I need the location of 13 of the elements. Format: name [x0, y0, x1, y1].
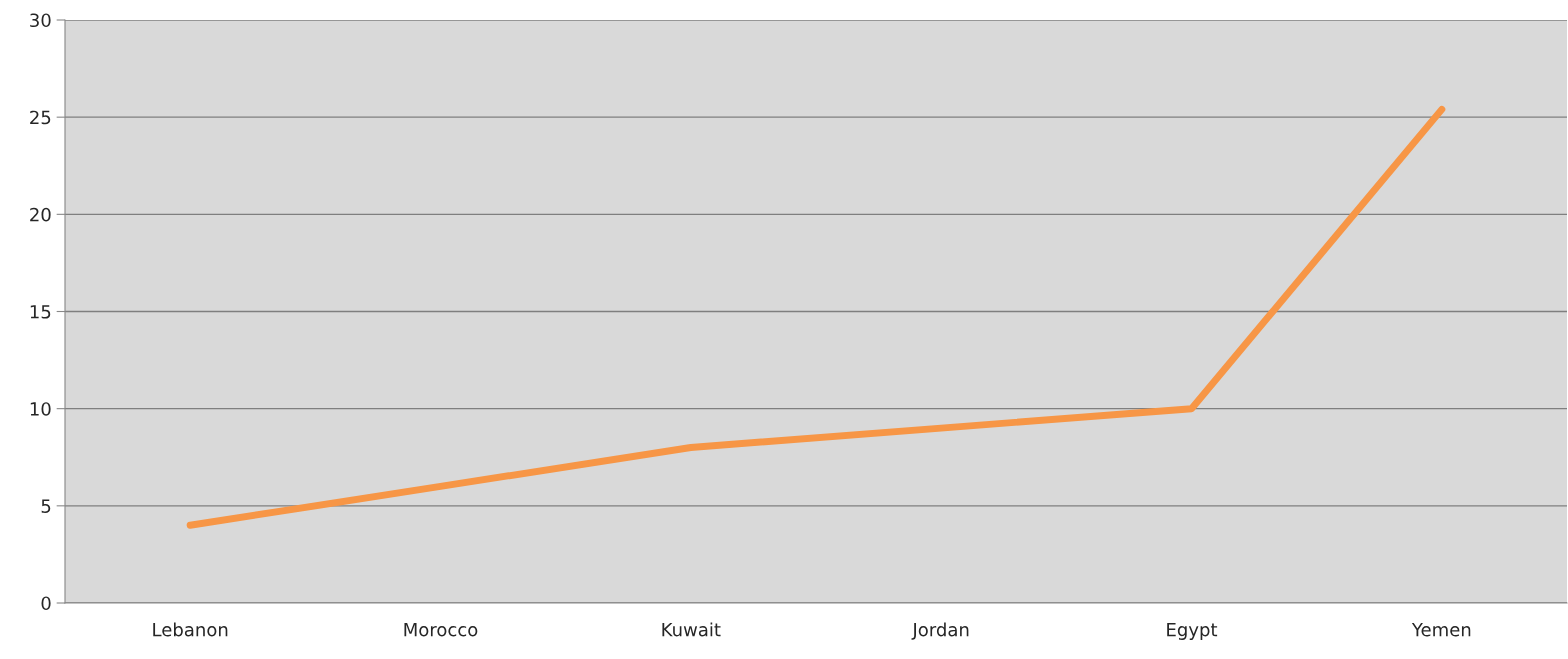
y-tick-label: 5 — [41, 499, 51, 513]
x-tick-label: Egypt — [1167, 623, 1218, 640]
x-tick-label: Yemen — [1411, 623, 1471, 637]
y-tick-label: 20 — [30, 207, 51, 222]
y-tick-label: 15 — [30, 305, 51, 319]
x-tick-label: Kuwait — [662, 622, 721, 637]
x-tick-label: Morocco — [404, 623, 478, 637]
y-tick-label: 10 — [30, 402, 51, 416]
x-tick-label: Lebanon — [153, 622, 228, 637]
x-tick-label: Jordan — [911, 622, 969, 640]
y-tick-label: 0 — [41, 596, 51, 611]
y-tick-label: 30 — [30, 13, 51, 28]
y-tick-label: 25 — [30, 110, 51, 125]
